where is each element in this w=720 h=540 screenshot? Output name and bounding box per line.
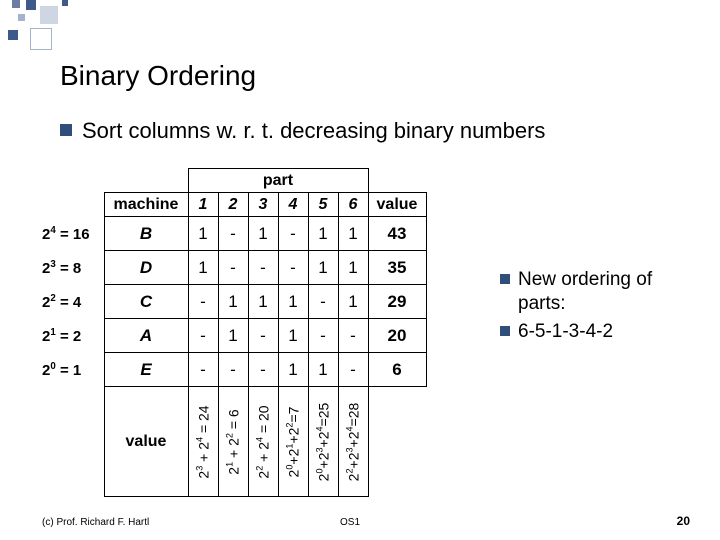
data-cell: -: [338, 319, 368, 353]
data-cell: 1: [218, 319, 248, 353]
value-header: value: [368, 193, 426, 217]
machine-cell: C: [104, 285, 188, 319]
col-value: 20+21+22=7: [285, 406, 302, 477]
row-value: 20: [368, 319, 426, 353]
col-value: 22+23+24=28: [345, 402, 362, 481]
data-cell: 1: [338, 285, 368, 319]
row-power-label: 20 = 1: [42, 353, 104, 387]
machine-cell: D: [104, 251, 188, 285]
row-power-label: 22 = 4: [42, 285, 104, 319]
part-col-header: 4: [278, 193, 308, 217]
footer-center: OS1: [340, 517, 360, 528]
data-cell: 1: [338, 251, 368, 285]
right-note-1: New ordering of parts:: [518, 268, 700, 316]
data-cell: 1: [308, 353, 338, 387]
data-cell: 1: [248, 217, 278, 251]
machine-cell: E: [104, 353, 188, 387]
slide-title: Binary Ordering: [60, 60, 256, 92]
data-cell: 1: [278, 285, 308, 319]
bullet-icon: [60, 124, 72, 136]
data-cell: 1: [278, 353, 308, 387]
bullet-icon: [500, 274, 510, 284]
data-cell: -: [218, 251, 248, 285]
part-col-header: 6: [338, 193, 368, 217]
data-cell: -: [278, 251, 308, 285]
data-cell: -: [188, 319, 218, 353]
row-value: 43: [368, 217, 426, 251]
data-cell: -: [308, 285, 338, 319]
main-bullet-text: Sort columns w. r. t. decreasing binary …: [82, 118, 545, 144]
main-bullet: Sort columns w. r. t. decreasing binary …: [60, 118, 545, 144]
binary-table: partmachine123456value24 = 16B1-1-114323…: [42, 168, 427, 497]
data-cell: 1: [248, 285, 278, 319]
data-cell: 1: [188, 251, 218, 285]
row-value: 29: [368, 285, 426, 319]
part-col-header: 1: [188, 193, 218, 217]
right-note-2: 6-5-1-3-4-2: [518, 320, 613, 344]
data-cell: -: [188, 353, 218, 387]
data-cell: 1: [308, 251, 338, 285]
part-col-header: 2: [218, 193, 248, 217]
data-cell: 1: [188, 217, 218, 251]
footer-author: (c) Prof. Richard F. Hartl: [42, 517, 149, 528]
part-col-header: 3: [248, 193, 278, 217]
part-col-header: 5: [308, 193, 338, 217]
decorative-squares: [0, 0, 720, 48]
part-header: part: [188, 169, 368, 193]
data-cell: -: [278, 217, 308, 251]
data-cell: -: [218, 353, 248, 387]
col-value: 20+23+24=25: [315, 402, 332, 481]
machine-header: machine: [104, 193, 188, 217]
data-cell: -: [308, 319, 338, 353]
data-cell: -: [248, 251, 278, 285]
row-value: 35: [368, 251, 426, 285]
machine-cell: B: [104, 217, 188, 251]
row-power-label: 24 = 16: [42, 217, 104, 251]
data-cell: 1: [308, 217, 338, 251]
data-cell: -: [248, 353, 278, 387]
data-cell: 1: [278, 319, 308, 353]
right-notes: New ordering of parts: 6-5-1-3-4-2: [500, 268, 700, 347]
col-value: 21 + 22 = 6: [225, 409, 242, 474]
data-cell: 1: [218, 285, 248, 319]
slide-number: 20: [677, 514, 690, 528]
data-cell: -: [188, 285, 218, 319]
row-power-label: 23 = 8: [42, 251, 104, 285]
machine-cell: A: [104, 319, 188, 353]
col-value: 22 + 24 = 20: [255, 405, 272, 478]
data-cell: -: [248, 319, 278, 353]
data-cell: -: [338, 353, 368, 387]
row-value: 6: [368, 353, 426, 387]
col-value: 23 + 24 = 24: [195, 405, 212, 478]
col-value-label: value: [104, 387, 188, 497]
data-cell: -: [218, 217, 248, 251]
data-cell: 1: [338, 217, 368, 251]
row-power-label: 21 = 2: [42, 319, 104, 353]
bullet-icon: [500, 326, 510, 336]
